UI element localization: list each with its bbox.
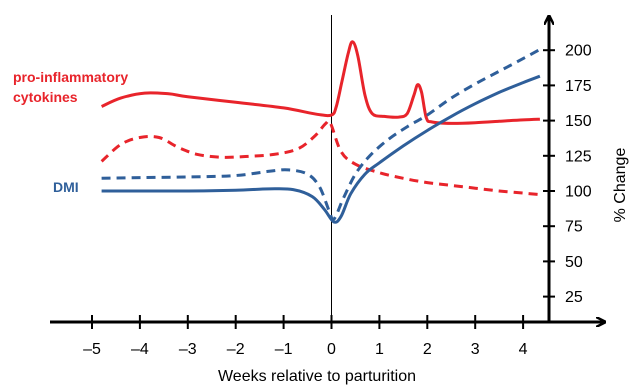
x-tick-label: 3 — [471, 341, 480, 358]
x-tick-label: 4 — [519, 341, 528, 358]
series-layer — [100, 40, 541, 224]
y-tick-label: 125 — [565, 148, 592, 165]
cytokines-solid-line — [100, 40, 540, 125]
x-axis-title: Weeks relative to parturition — [218, 368, 416, 385]
dmi-solid-line — [101, 74, 541, 224]
y-tick-label: 200 — [565, 43, 592, 60]
x-tick-label: –5 — [83, 341, 101, 358]
x-tick-label: –3 — [179, 341, 197, 358]
y-tick-label: 175 — [565, 78, 592, 95]
y-tick-label: 150 — [565, 113, 592, 130]
x-tick-label: 2 — [423, 341, 432, 358]
cytokines-dashed-line — [100, 119, 541, 196]
x-tick-label: 1 — [375, 341, 384, 358]
x-tick-label: –1 — [275, 341, 293, 358]
y-tick-label: 100 — [565, 184, 592, 201]
cytokines-annotation: pro-inflammatory cytokines — [13, 69, 128, 105]
y-axis-title: % Change — [612, 148, 629, 223]
x-tick-label: –2 — [227, 341, 245, 358]
axes-layer — [50, 17, 604, 329]
dmi-dashed-line — [101, 48, 541, 222]
labels-layer: Weeks relative to parturition % Change –… — [13, 43, 629, 385]
x-tick-label: 0 — [327, 341, 336, 358]
dmi-annotation: DMI — [53, 179, 79, 195]
x-tick-label: –4 — [131, 341, 149, 358]
y-tick-label: 50 — [565, 254, 583, 271]
y-tick-label: 75 — [565, 219, 583, 236]
y-tick-label: 25 — [565, 289, 583, 306]
